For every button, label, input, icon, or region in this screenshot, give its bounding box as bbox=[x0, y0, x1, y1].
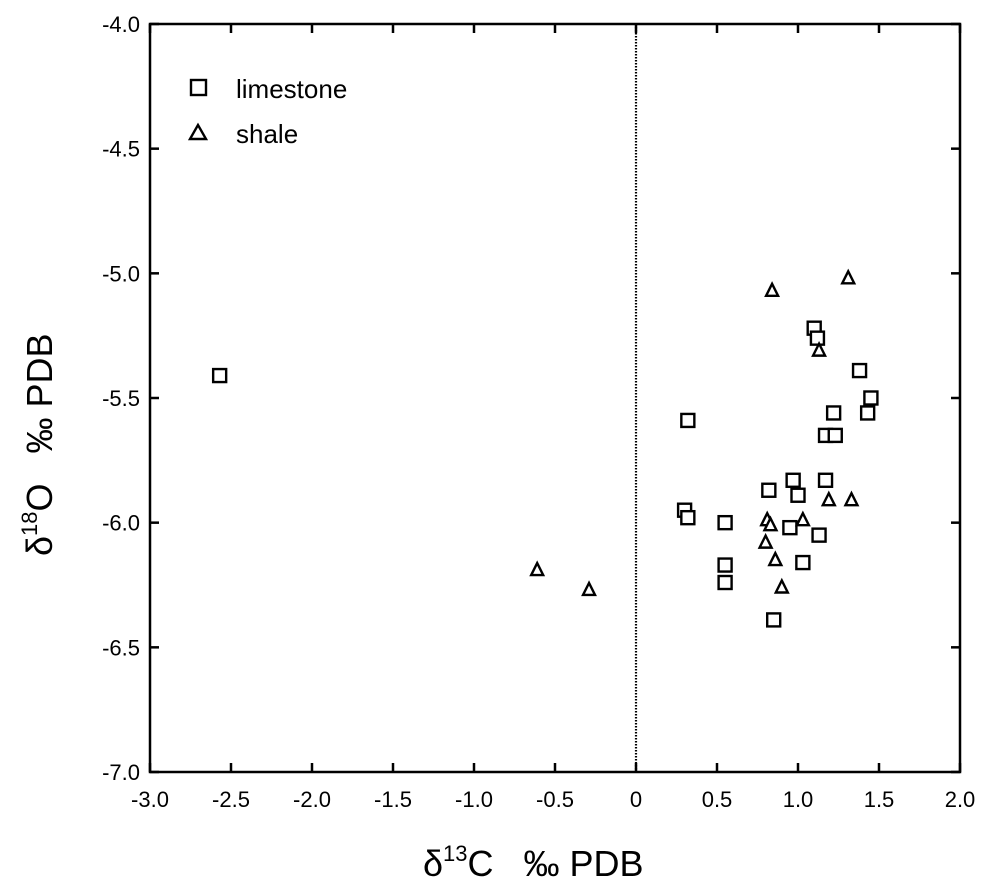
shale-point bbox=[764, 281, 781, 297]
shale-point bbox=[762, 515, 779, 532]
shale-point bbox=[581, 580, 597, 597]
limestone-point bbox=[809, 330, 826, 346]
shale-point bbox=[820, 490, 837, 507]
x-axis-title-superscript: 13 bbox=[443, 841, 467, 866]
x-tick-label: -2.5 bbox=[212, 787, 250, 812]
legend-label-shale: shale bbox=[236, 119, 298, 149]
x-tick-label: -2.0 bbox=[293, 787, 331, 812]
y-axis-title-superscript: 18 bbox=[17, 511, 42, 535]
y-tick-label: -5.0 bbox=[102, 261, 140, 286]
x-tick-label: 2.0 bbox=[945, 787, 976, 812]
limestone-point bbox=[717, 557, 733, 573]
limestone-point bbox=[811, 527, 827, 543]
y-tick-label: -4.5 bbox=[102, 137, 140, 162]
limestone-point bbox=[761, 482, 777, 498]
limestone-point bbox=[817, 472, 834, 488]
shale-point bbox=[757, 532, 774, 549]
shale-point bbox=[529, 560, 546, 577]
limestone-point bbox=[795, 554, 811, 571]
x-tick-label: -3.0 bbox=[131, 787, 169, 812]
legend-limestone-square-icon bbox=[189, 78, 208, 97]
limestone-point bbox=[680, 412, 696, 429]
shale-point bbox=[843, 490, 860, 507]
limestone-point bbox=[790, 487, 806, 503]
x-tick-label: -0.5 bbox=[536, 787, 574, 812]
legend: limestone shale bbox=[187, 74, 347, 149]
shale-point bbox=[811, 340, 828, 357]
shale-point bbox=[840, 268, 857, 285]
y-tick-label: -7.0 bbox=[102, 760, 140, 785]
shale-point bbox=[767, 550, 784, 567]
x-axis-title-delta: δ bbox=[423, 843, 443, 884]
limestone-point bbox=[785, 472, 801, 488]
legend-label-limestone: limestone bbox=[236, 74, 347, 104]
y-axis-title-delta: δ bbox=[19, 536, 60, 556]
x-tick-label: 1.0 bbox=[783, 787, 814, 812]
limestone-point bbox=[851, 362, 868, 379]
x-tick-label: 0 bbox=[630, 787, 642, 812]
limestone-point bbox=[825, 405, 842, 421]
x-tick-label: 0.5 bbox=[702, 787, 733, 812]
limestone-point bbox=[680, 509, 696, 526]
limestone-point bbox=[211, 367, 228, 384]
x-tick-label: -1.0 bbox=[455, 787, 493, 812]
x-axis-title: δ13C ‰ PDB bbox=[423, 841, 644, 884]
legend-shale-triangle-icon bbox=[187, 122, 209, 141]
y-tick-label: -4.0 bbox=[102, 12, 140, 37]
x-tick-label: 1.5 bbox=[864, 787, 895, 812]
y-axis-title: δ18O ‰ PDB bbox=[17, 333, 60, 556]
y-tick-label: -6.0 bbox=[102, 511, 140, 536]
shale-point bbox=[794, 510, 811, 527]
data-markers bbox=[211, 268, 879, 628]
x-tick-label: -1.5 bbox=[374, 787, 412, 812]
y-axis-ticks: -4.0 -4.5 -5.0 -5.5 -6.0 -6.5 -7.0 bbox=[102, 12, 960, 785]
limestone-point bbox=[717, 514, 733, 531]
limestone-point bbox=[859, 405, 876, 421]
y-axis-title-rest: O ‰ PDB bbox=[19, 333, 60, 511]
limestone-point bbox=[766, 612, 782, 628]
limestone-point bbox=[827, 427, 843, 444]
x-axis-ticks: -3.0 -2.5 -2.0 -1.5 -1.0 -0.5 0 0.5 1.0 1.5 2.0 bbox=[131, 24, 975, 812]
shale-point bbox=[773, 577, 790, 594]
limestone-point bbox=[782, 519, 798, 536]
y-tick-label: -5.5 bbox=[102, 386, 140, 411]
x-axis-title-rest: C ‰ PDB bbox=[468, 843, 644, 884]
y-tick-label: -6.5 bbox=[102, 635, 140, 660]
limestone-point bbox=[717, 574, 733, 591]
limestone-point bbox=[863, 390, 879, 406]
